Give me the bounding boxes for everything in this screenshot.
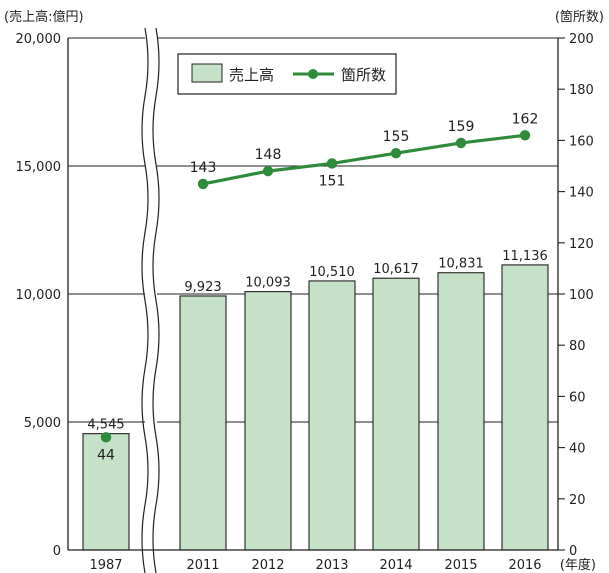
legend: 売上高 箇所数: [177, 53, 397, 95]
line-series-path: [202, 133, 526, 186]
bar-1987: [82, 433, 130, 551]
labels: 4,545 9,923 10,093 10,510 10,617 10,831 11,136…: [87, 111, 547, 463]
line-point-2011: [197, 178, 209, 190]
right-tick-label-100: 100: [569, 288, 594, 303]
axis-break-line-left: [141, 27, 149, 573]
left-axis-title: (売上高:億円): [4, 9, 84, 25]
right-axis-title: (箇所数): [555, 9, 604, 25]
legend-bar-label: 売上高: [229, 66, 274, 84]
bar-value-label-2015: 10,831: [438, 257, 484, 272]
bar-value-label-2016: 11,136: [502, 249, 548, 264]
line-value-label-2016: 162: [512, 111, 539, 127]
bar-2015: [437, 272, 485, 551]
bar-value-label-2014: 10,617: [373, 262, 419, 277]
axis-break: [141, 27, 160, 573]
axis-break-gap: [145, 28, 157, 573]
right-tick-label-0: 0: [569, 544, 577, 559]
left-tick-label-5,000: 5,000: [24, 416, 61, 431]
bars: [82, 264, 549, 551]
x-tick-label-2016: 2016: [508, 558, 541, 573]
x-axis-unit-label: (年度): [560, 557, 596, 573]
right-tick-label-140: 140: [569, 186, 594, 201]
line-point-2016: [519, 130, 531, 141]
line-point-2013: [326, 158, 338, 169]
left-tick-label-10,000: 10,000: [16, 288, 62, 303]
right-tick-label-180: 180: [569, 83, 594, 98]
bar-value-label-2013: 10,510: [309, 265, 355, 280]
line-value-label-2013: 151: [319, 173, 346, 189]
x-tick-label-2013: 2013: [315, 558, 348, 573]
bar-value-label-2011: 9,923: [184, 280, 221, 295]
x-tick-label-2015: 2015: [444, 558, 477, 573]
right-tick-label-120: 120: [569, 237, 594, 252]
x-tick-label-2012: 2012: [251, 558, 284, 573]
left-tick-label-0: 0: [53, 544, 61, 559]
right-tick-label-20: 20: [569, 493, 586, 508]
line-value-label-2015: 159: [448, 119, 475, 135]
bar-2012: [244, 291, 292, 551]
line-value-label-1987: 44: [97, 447, 115, 463]
axis-break-line-right: [152, 27, 160, 573]
right-tick-label-40: 40: [569, 442, 586, 457]
x-tick-label-1987: 1987: [89, 558, 122, 573]
bar-value-label-2012: 10,093: [245, 276, 291, 291]
line-series: [100, 130, 531, 443]
right-tick-label-60: 60: [569, 390, 586, 405]
bar-2014: [372, 277, 420, 551]
line-point-2012: [262, 165, 274, 177]
legend-line-marker: [308, 69, 318, 79]
bar-value-label-1987: 4,545: [87, 418, 124, 433]
x-tick-label-2014: 2014: [379, 558, 412, 573]
right-tick-label-200: 200: [569, 32, 594, 47]
right-tick-label-160: 160: [569, 134, 594, 149]
right-tick-label-80: 80: [569, 339, 586, 354]
left-tick-label-20,000: 20,000: [16, 32, 62, 47]
left-tick-label-15,000: 15,000: [16, 160, 62, 175]
legend-bar-swatch: [191, 63, 223, 83]
bar-2011: [179, 295, 227, 551]
line-value-label-2011: 143: [190, 160, 217, 176]
bar-2016: [501, 264, 549, 551]
line-value-label-2012: 148: [255, 147, 282, 163]
axes: 0 5,000 10,000 15,000 20,000 0 20 40 60 80 100 120 1…: [16, 32, 594, 573]
line-point-2015: [455, 137, 467, 149]
legend-line-label: 箇所数: [341, 66, 386, 84]
line-value-label-2014: 155: [383, 129, 410, 145]
bar-2013: [308, 280, 356, 551]
line-point-1987: [100, 432, 112, 443]
x-tick-label-2011: 2011: [186, 558, 219, 573]
line-point-2014: [390, 148, 402, 159]
